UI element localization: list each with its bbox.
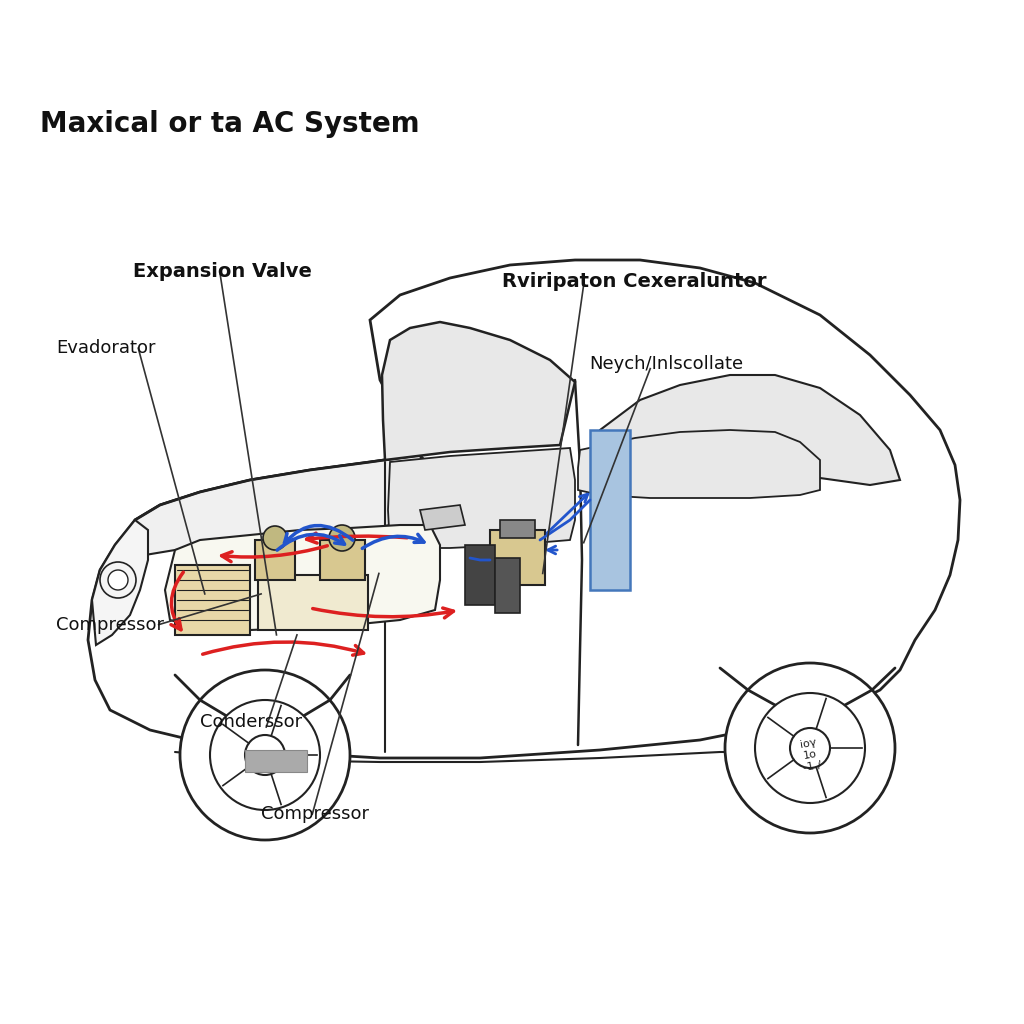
Polygon shape [578,430,820,498]
Bar [255,540,295,580]
Polygon shape [420,505,465,530]
Polygon shape [135,455,440,555]
Polygon shape [88,260,961,758]
Text: Rviripaton Cexeraluntor: Rviripaton Cexeraluntor [502,272,766,291]
Text: Expansion Valve: Expansion Valve [133,262,312,281]
Circle shape [725,663,895,833]
Text: Compressor: Compressor [56,615,164,634]
Bar [590,430,630,590]
Bar [258,575,368,630]
Text: ioγ
1o
-1 /: ioγ 1o -1 / [798,737,822,773]
Bar [319,540,365,580]
Bar [175,565,250,635]
Circle shape [755,693,865,803]
Polygon shape [388,449,575,548]
Bar [490,530,545,585]
Circle shape [108,570,128,590]
Circle shape [329,525,355,551]
Polygon shape [165,525,440,630]
Text: Evadorator: Evadorator [56,339,156,357]
Text: Maxical or ta AC System: Maxical or ta AC System [40,110,420,138]
Bar [245,750,307,772]
Bar [500,520,535,538]
Bar [495,558,520,613]
Circle shape [180,670,350,840]
Circle shape [790,728,830,768]
Text: Conderssor: Conderssor [200,713,302,731]
Polygon shape [92,520,148,645]
Circle shape [245,735,285,775]
Circle shape [210,700,319,810]
Circle shape [100,562,136,598]
Bar [465,545,495,605]
Text: Compressor: Compressor [261,805,369,823]
Circle shape [263,526,287,550]
Polygon shape [598,375,900,485]
Text: Neych/Inlscollate: Neych/Inlscollate [589,354,743,373]
Polygon shape [382,322,575,460]
